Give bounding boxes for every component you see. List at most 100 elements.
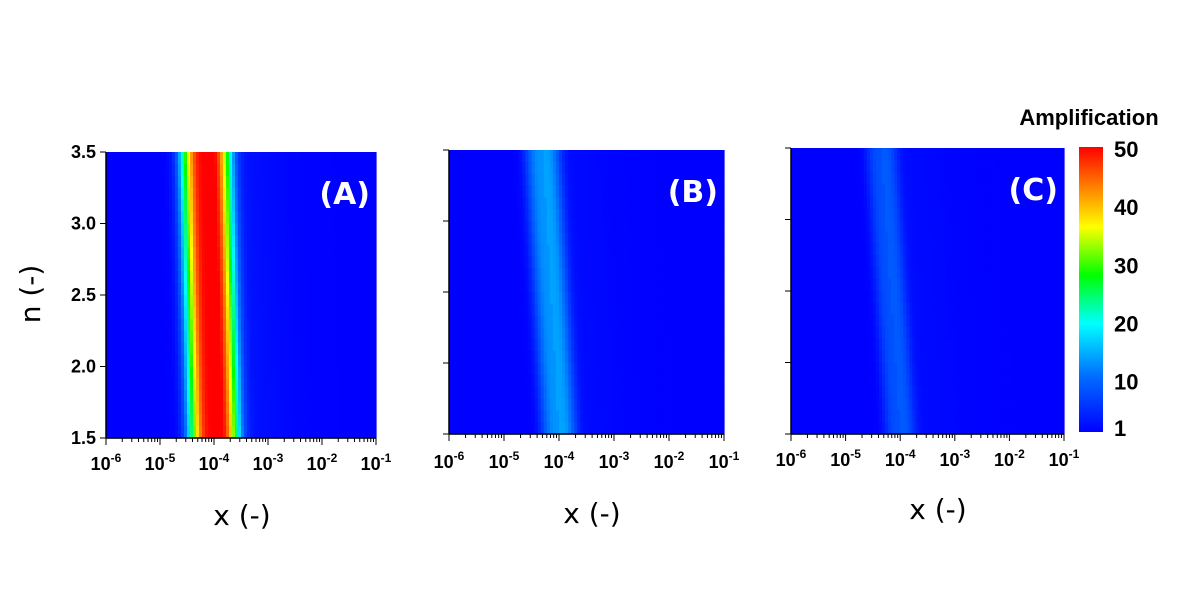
heatmap-cell (340, 271, 344, 284)
heatmap-cell (1012, 183, 1017, 197)
heatmap-cell (289, 414, 293, 427)
heatmap-cell (678, 209, 682, 222)
heatmap-cell (136, 175, 140, 189)
heatmap-cell (497, 221, 502, 234)
heatmap-cell (571, 268, 575, 281)
heatmap-cell (994, 148, 998, 161)
heatmap-cell (546, 244, 551, 258)
heatmap-cell (1051, 148, 1056, 161)
heatmap-cell (205, 223, 209, 237)
heatmap-cells (791, 148, 1065, 435)
heatmap-cell (647, 221, 652, 234)
heatmap-cell (1036, 159, 1041, 173)
heatmap-cell (476, 197, 481, 210)
heatmap-cell (583, 209, 588, 222)
heatmap-cell (531, 244, 536, 258)
heatmap-cell (620, 363, 624, 376)
heatmap-cell (678, 398, 682, 411)
heatmap-cell (470, 268, 475, 281)
heatmap-cell (358, 366, 362, 380)
heatmap-cell (142, 414, 146, 427)
heatmap-cell (322, 414, 326, 427)
heatmap-cell (687, 374, 691, 388)
heatmap-cell (687, 256, 691, 269)
heatmap-cell (973, 195, 977, 209)
heatmap-cell (1048, 159, 1053, 173)
heatmap-cell (854, 159, 859, 173)
heatmap-cell (208, 163, 212, 177)
heatmap-cell (358, 295, 362, 308)
heatmap-cell (644, 161, 649, 175)
heatmap-cells (106, 152, 377, 439)
heatmap-cell (635, 232, 640, 246)
heatmap-cell (370, 330, 374, 344)
heatmap-cell (328, 247, 332, 260)
heatmap-cell (289, 247, 293, 260)
heatmap-cell (169, 247, 173, 260)
heatmap-cell (178, 187, 182, 201)
heatmap-cell (614, 280, 618, 293)
heatmap-cell (223, 235, 227, 248)
heatmap-cell (687, 244, 691, 258)
heatmap-cell (525, 209, 530, 222)
heatmap-cell (292, 247, 296, 260)
heatmap-cell (346, 354, 350, 368)
heatmap-cell (568, 351, 572, 364)
heatmap-cell (467, 410, 471, 423)
heatmap-cell (124, 306, 128, 320)
heatmap-cell (531, 422, 536, 435)
heatmap-cell (586, 315, 591, 329)
heatmap-cell (364, 402, 368, 415)
heatmap-cell (196, 235, 200, 248)
heatmap-cell (238, 247, 242, 260)
heatmap-cell (595, 374, 600, 388)
heatmap-cell (540, 150, 545, 163)
heatmap-cell (232, 247, 236, 260)
heatmap-cell (352, 283, 356, 296)
heatmap-cell (623, 185, 627, 198)
heatmap-cell (112, 330, 116, 344)
heatmap-cell (562, 410, 566, 423)
heatmap-cell (133, 378, 137, 391)
heatmap-cell (364, 175, 368, 189)
heatmap-cell (614, 422, 618, 435)
heatmap-cell (626, 185, 630, 198)
heatmap-cell (274, 295, 278, 308)
heatmap-cell (620, 150, 624, 163)
heatmap-cell (659, 280, 664, 293)
heatmap-cell (717, 197, 722, 210)
heatmap-cell (601, 280, 606, 293)
heatmap-cell (656, 422, 661, 435)
heatmap-cell (711, 244, 716, 258)
heatmap-cell (464, 232, 468, 246)
heatmap-cell (319, 378, 323, 391)
heatmap-cell (574, 374, 578, 388)
heatmap-cell (1054, 195, 1059, 209)
heatmap-cell (638, 268, 643, 281)
heatmap-cell (1057, 159, 1062, 173)
heatmap-cell (211, 283, 215, 296)
heatmap-cell (543, 339, 548, 352)
heatmap-cell (325, 187, 329, 201)
heatmap-cell (598, 232, 603, 246)
heatmap-cell (672, 327, 676, 340)
heatmap-cell (601, 374, 606, 388)
heatmap-cell (283, 199, 287, 213)
heatmap-cell (196, 366, 200, 380)
heatmap-cell (969, 183, 974, 197)
heatmap-cell (181, 199, 185, 213)
heatmap-cell (537, 244, 542, 258)
heatmap-cell (565, 244, 569, 258)
heatmap-cell (507, 232, 511, 246)
heatmap-cell (277, 223, 281, 237)
heatmap-cell (708, 422, 713, 435)
heatmap-cell (298, 402, 302, 415)
heatmap-cell (313, 163, 317, 177)
heatmap-cell (623, 339, 627, 352)
heatmap-cell (690, 244, 695, 258)
heatmap-cell (455, 410, 459, 423)
heatmap-cell (872, 159, 877, 173)
heatmap-cell (202, 271, 206, 284)
heatmap-cell (193, 378, 197, 391)
heatmap-cell (589, 232, 594, 246)
